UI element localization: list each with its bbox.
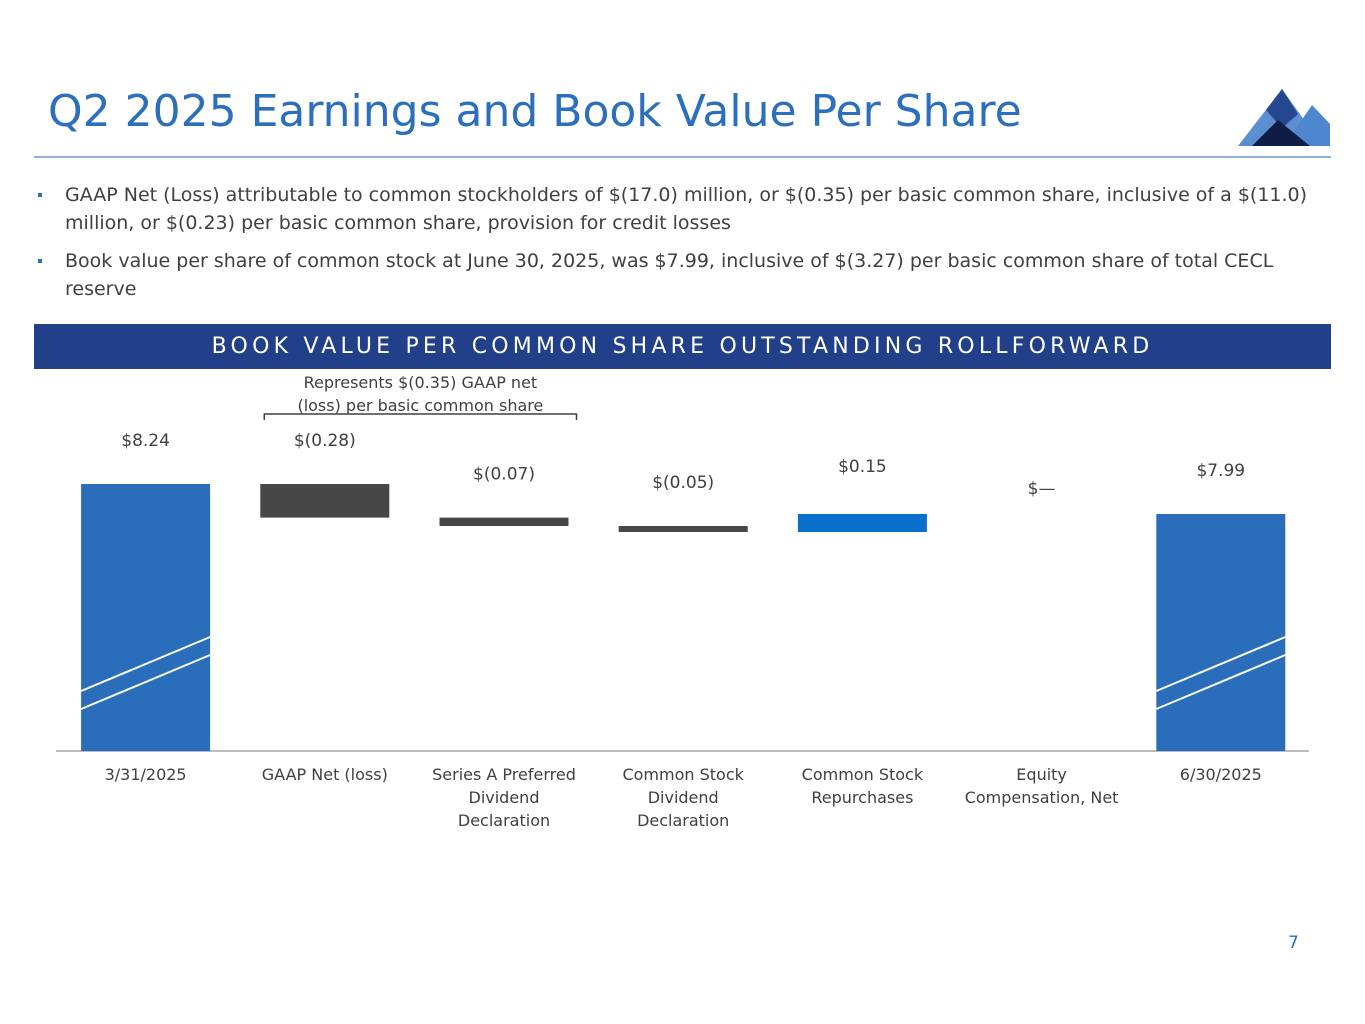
bullet-item: Book value per share of common stock at … (34, 247, 1314, 303)
bullet-item: GAAP Net (Loss) attributable to common s… (34, 181, 1314, 237)
data-label: $0.15 (838, 457, 887, 477)
category-label: GAAP Net (loss) (262, 765, 388, 784)
category-label: 3/31/2025 (105, 765, 187, 784)
book-value-waterfall-chart: $8.24 3/31/2025 $(0.28) GAAP Net (loss) $(0.… (56, 373, 1309, 830)
category-label: Declaration (458, 811, 550, 830)
category-label: Dividend (469, 788, 540, 807)
axis-break-line (1155, 654, 1286, 710)
data-label: $— (1028, 479, 1056, 499)
category-label: Common Stock (622, 765, 744, 784)
title-divider (34, 156, 1331, 158)
page-number: 7 (1288, 933, 1299, 953)
waterfall-bar (260, 484, 390, 518)
waterfall-bar (618, 526, 748, 532)
page-title: Q2 2025 Earnings and Book Value Per Shar… (48, 86, 1022, 137)
data-label: $7.99 (1196, 461, 1245, 481)
waterfall-bar (439, 517, 569, 526)
category-label: Equity (1016, 765, 1067, 784)
category-label: Common Stock (802, 765, 924, 784)
category-label: 6/30/2025 (1180, 765, 1262, 784)
data-label: $(0.07) (473, 465, 535, 485)
annotation-bracket (263, 413, 578, 420)
annotation-text: Represents $(0.35) GAAP net (304, 373, 538, 392)
chart-banner: BOOK VALUE PER COMMON SHARE OUTSTANDING … (34, 324, 1331, 369)
data-label: $(0.05) (652, 473, 714, 493)
category-label: Repurchases (811, 788, 913, 807)
category-label: Declaration (637, 811, 729, 830)
axis-break-line (80, 654, 211, 710)
category-label: Series A Preferred (432, 765, 576, 784)
waterfall-bar (797, 514, 927, 532)
axis-break-line (80, 636, 211, 692)
annotation-text: (loss) per basic common share (297, 396, 543, 415)
category-label: Compensation, Net (965, 788, 1119, 807)
data-label: $8.24 (121, 431, 170, 451)
data-label: $(0.28) (294, 431, 356, 451)
category-label: Dividend (648, 788, 719, 807)
mountain-logo-icon (1238, 89, 1330, 146)
summary-bullets: GAAP Net (Loss) attributable to common s… (34, 181, 1314, 313)
waterfall-bar (1156, 514, 1286, 751)
waterfall-bar (81, 484, 211, 751)
axis-break-line (1155, 636, 1286, 692)
